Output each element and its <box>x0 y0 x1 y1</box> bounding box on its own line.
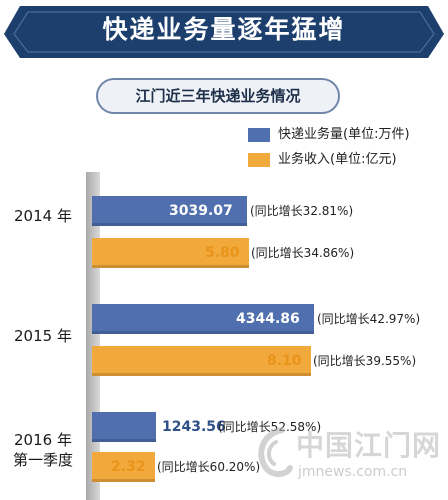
category-label-2015: 2015 年 <box>0 326 86 346</box>
category-label-2016q1: 2016 年第一季度 <box>0 430 86 470</box>
legend-swatch-revenue <box>248 153 270 167</box>
legend-label-revenue: 业务收入(单位:亿元) <box>278 152 397 167</box>
revenue-bar <box>92 452 155 482</box>
category-label-line: 2015 年 <box>14 327 72 345</box>
legend-swatch-volume <box>248 128 270 142</box>
revenue-value-label: 8.10 <box>267 353 302 369</box>
banner-title: 快递业务量逐年猛增 <box>102 15 346 44</box>
chart-subtitle: 江门近三年快递业务情况 <box>96 78 340 114</box>
revenue-value-label: 5.80 <box>205 245 240 261</box>
volume-bar <box>92 304 314 334</box>
category-label-line: 2014 年 <box>14 207 72 225</box>
volume-bar <box>92 196 247 226</box>
volume-bar <box>92 412 156 442</box>
legend-label-volume: 快递业务量(单位:万件) <box>278 127 410 142</box>
revenue-growth-note: (同比增长60.20%) <box>157 460 261 474</box>
watermark: 中国江门网 jmnews.com.cn <box>252 420 448 500</box>
volume-growth-note: (同比增长42.97%) <box>317 312 421 326</box>
watermark-url: jmnews.com.cn <box>298 464 408 480</box>
revenue-value-label: 2.32 <box>111 459 146 475</box>
volume-growth-note: (同比增长32.81%) <box>250 204 354 218</box>
title-banner <box>4 6 444 58</box>
volume-value-label: 3039.07 <box>169 203 233 219</box>
volume-value-label: 4344.86 <box>236 311 300 327</box>
revenue-growth-note: (同比增长34.86%) <box>251 246 355 260</box>
revenue-bar <box>92 238 249 268</box>
volume-value-label: 1243.56 <box>162 419 226 435</box>
category-label-line: 第一季度 <box>12 451 73 469</box>
revenue-bar <box>92 346 311 376</box>
category-label-line: 2016 年 <box>14 431 72 449</box>
revenue-growth-note: (同比增长39.55%) <box>313 354 417 368</box>
watermark-site-name: 中国江门网 <box>296 429 442 462</box>
category-label-2014: 2014 年 <box>0 206 86 226</box>
volume-growth-note: (同比增长52.58%) <box>218 420 322 434</box>
watermark-logo-icon <box>258 427 293 477</box>
